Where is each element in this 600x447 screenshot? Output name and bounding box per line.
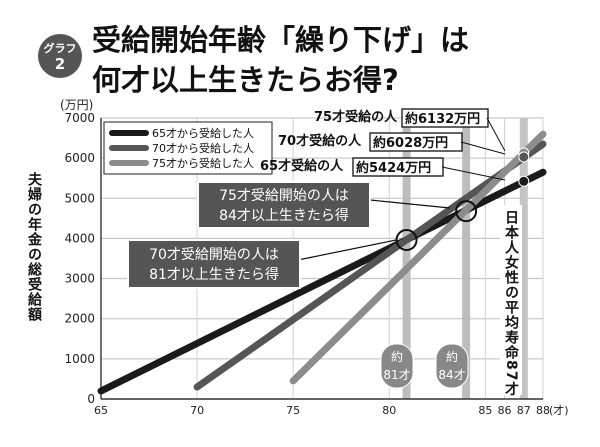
badge-line1: グラフ [44, 41, 77, 55]
x-tick-label: 86 [498, 404, 512, 417]
callout-65-value: 約5424万円 [356, 160, 431, 176]
callout-70-prefix: 70才受給の人 [278, 133, 362, 149]
vertical-marker-bar [519, 118, 528, 399]
vertical-marker-bar [462, 118, 471, 399]
vertical-marker-bar [402, 118, 411, 399]
age-bubble-84-line1: 約 [446, 349, 458, 364]
annotation-75-line2: 84才以上生きたら得 [219, 207, 349, 224]
graph-badge: グラフ 2 [38, 34, 82, 78]
x-tick-label: 87 [517, 404, 531, 417]
y-tick-label: 4000 [64, 231, 95, 245]
vertical-markers-layer [402, 118, 528, 399]
annotation-70: 70才受給開始の人は 81才以上生きたら得 [127, 239, 397, 289]
y-tick-label: 3000 [64, 272, 95, 286]
x-tick-label: 75 [286, 404, 300, 417]
crossover-layer [395, 200, 478, 252]
age-bubble-84-line2: 84才 [438, 368, 465, 382]
age-bubble-81: 約 81才 [380, 343, 414, 389]
axis-layer: 0 1000 2000 3000 4000 5000 6000 7000 65 70 75 80 85 8… [64, 111, 550, 417]
y-tick-label: 1000 [64, 352, 95, 366]
badge-line2: 2 [55, 55, 65, 73]
x-tick-label: 88 [536, 404, 550, 417]
age-bubble-81-line1: 約 [391, 349, 403, 364]
y-tick-label: 5000 [64, 191, 95, 205]
callout-75-prefix: 75才受給の人 [314, 109, 398, 125]
age-bubble-81-line2: 81才 [383, 368, 410, 382]
annotation-70-line2: 81才以上生きたら得 [149, 266, 279, 283]
x-tick-label: 70 [190, 404, 204, 417]
legend-label-1: 70才から受給した人 [152, 141, 254, 155]
title-line1: 受給開始年齢「繰り下げ」は [92, 23, 469, 57]
y-axis-unit: (万円) [60, 98, 93, 112]
value-callouts: 75才受給の人 約6132万円 70才受給の人 約6028万円 65才受給の人 … [260, 108, 506, 181]
series-layer [97, 130, 547, 395]
value-marker-2 [518, 175, 530, 187]
x-tick-label: 80 [382, 404, 396, 417]
series-line-1 [193, 140, 547, 391]
annotation-70-line1: 70才受給開始の人は [149, 247, 279, 263]
callout-75-value: 約6132万円 [405, 111, 480, 127]
life-expectancy-label: 日本人女性の平均寿命87才 [503, 210, 520, 397]
title-line2: 何才以上生きたらお得? [92, 63, 399, 97]
annotation-75: 75才受給開始の人は 84才以上生きたら得 [197, 181, 451, 229]
x-axis-unit: (才) [549, 403, 569, 417]
legend-label-0: 65才から受給した人 [152, 126, 254, 140]
callout-70-value: 約6028万円 [373, 135, 448, 151]
y-tick-label: 6000 [64, 151, 95, 165]
callout-65-prefix: 65才受給の人 [260, 158, 344, 174]
y-tick-label: 0 [87, 392, 95, 406]
value-marker-1 [518, 151, 530, 163]
crossover-circle-1 [455, 200, 478, 223]
crossover-circle-0 [395, 229, 418, 252]
age-bubble-84: 約 84才 [435, 343, 469, 389]
series-line-2 [289, 130, 547, 385]
life-expectancy-label-bg [500, 205, 522, 395]
y-axis-label: 夫婦の年金の総受給額 [26, 171, 43, 322]
y-tick-label: 2000 [64, 312, 95, 326]
x-tick-label: 65 [94, 404, 108, 417]
annotation-75-line1: 75才受給開始の人は [219, 188, 349, 204]
x-tick-label: 85 [478, 404, 492, 417]
legend-label-2: 75才から受給した人 [152, 156, 254, 170]
y-tick-label: 7000 [64, 111, 95, 125]
